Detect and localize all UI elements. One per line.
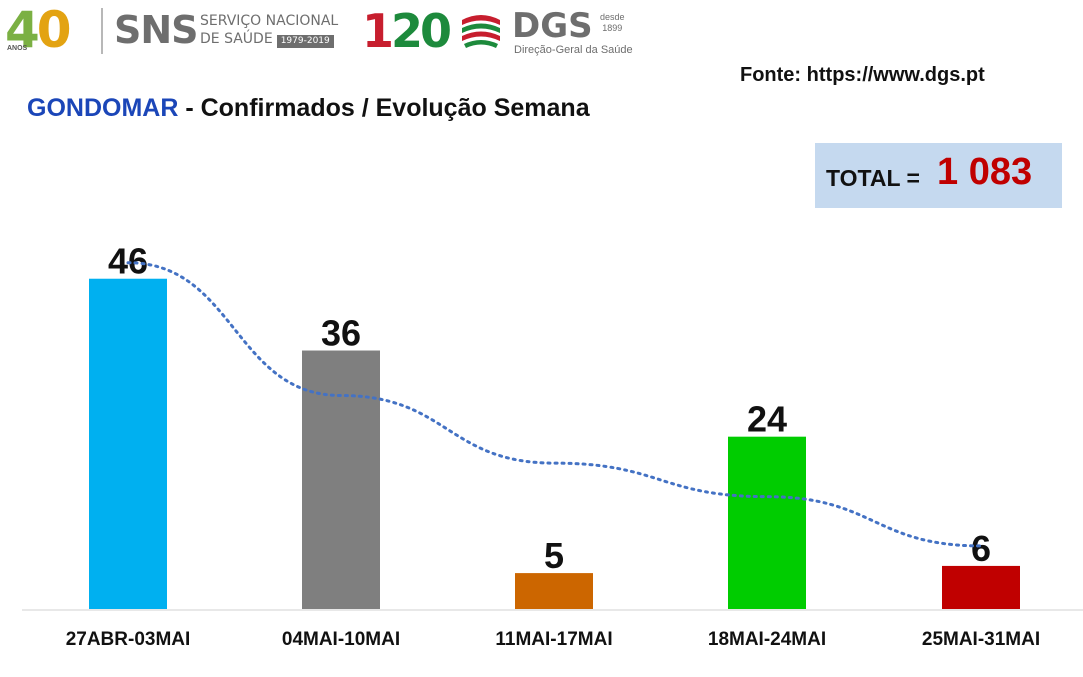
sns-years-badge: 1979-2019 <box>276 35 334 48</box>
dgs-desde-label: desde <box>600 12 625 22</box>
logo-40-digit-zero: 0 <box>36 1 72 59</box>
sns-line1: SERVIÇO NACIONAL <box>200 13 339 29</box>
logo-120-digit-one: 1 <box>362 4 394 58</box>
dgs-subtitle: Direção-Geral da Saúde <box>514 44 633 56</box>
category-label: 04MAI-10MAI <box>282 629 400 650</box>
sns-line2: DE SAÚDE <box>200 31 273 47</box>
sns-line2-wrap: DE SAÚDE 1979-2019 <box>200 30 338 48</box>
dgs-logo-text: DGS <box>512 6 593 46</box>
sns-subtitle: SERVIÇO NACIONAL DE SAÚDE 1979-2019 <box>200 12 338 48</box>
category-label: 11MAI-17MAI <box>495 629 612 650</box>
total-label: TOTAL = <box>826 165 920 191</box>
data-label: 6 <box>971 528 991 569</box>
dgs-year: 1899 <box>602 23 623 33</box>
category-label: 18MAI-24MAI <box>708 629 826 650</box>
logo-40-anos: 40 ANOS <box>5 1 72 59</box>
bar <box>728 436 806 609</box>
bar <box>302 350 380 609</box>
total-box: TOTAL = 1 083 <box>815 143 1062 208</box>
chart-title: GONDOMAR - Confirmados / Evolução Semana <box>27 94 590 123</box>
bar <box>942 565 1020 609</box>
bar <box>515 573 593 609</box>
sns-logo-text: SNS <box>114 8 199 52</box>
data-label: 24 <box>747 399 787 440</box>
data-label: 36 <box>321 313 361 354</box>
chart-title-place: GONDOMAR <box>27 94 179 122</box>
data-label: 5 <box>544 535 564 576</box>
logo-120-digits-rest: 20 <box>391 4 452 58</box>
dgs-emblem-icon <box>462 15 500 48</box>
dgs-since: desde 1899 <box>600 12 625 34</box>
bar <box>89 278 167 609</box>
logo-40-sub: ANOS <box>7 45 28 52</box>
header-logos: 40 ANOS SNS SERVIÇO NACIONAL DE SAÚDE 197… <box>0 0 640 62</box>
source-label: Fonte: https://www.dgs.pt <box>740 64 985 86</box>
logo-divider <box>101 8 103 54</box>
trend-line <box>126 261 983 548</box>
logo-40-digit-four: 4 <box>5 1 40 59</box>
data-label: 46 <box>108 241 148 282</box>
category-label: 27ABR-03MAI <box>66 629 191 650</box>
logo-120-anos: 120 <box>362 4 452 58</box>
category-label: 25MAI-31MAI <box>922 629 1040 650</box>
total-value: 1 083 <box>937 151 1033 193</box>
chart-title-rest: - Confirmados / Evolução Semana <box>178 94 590 122</box>
